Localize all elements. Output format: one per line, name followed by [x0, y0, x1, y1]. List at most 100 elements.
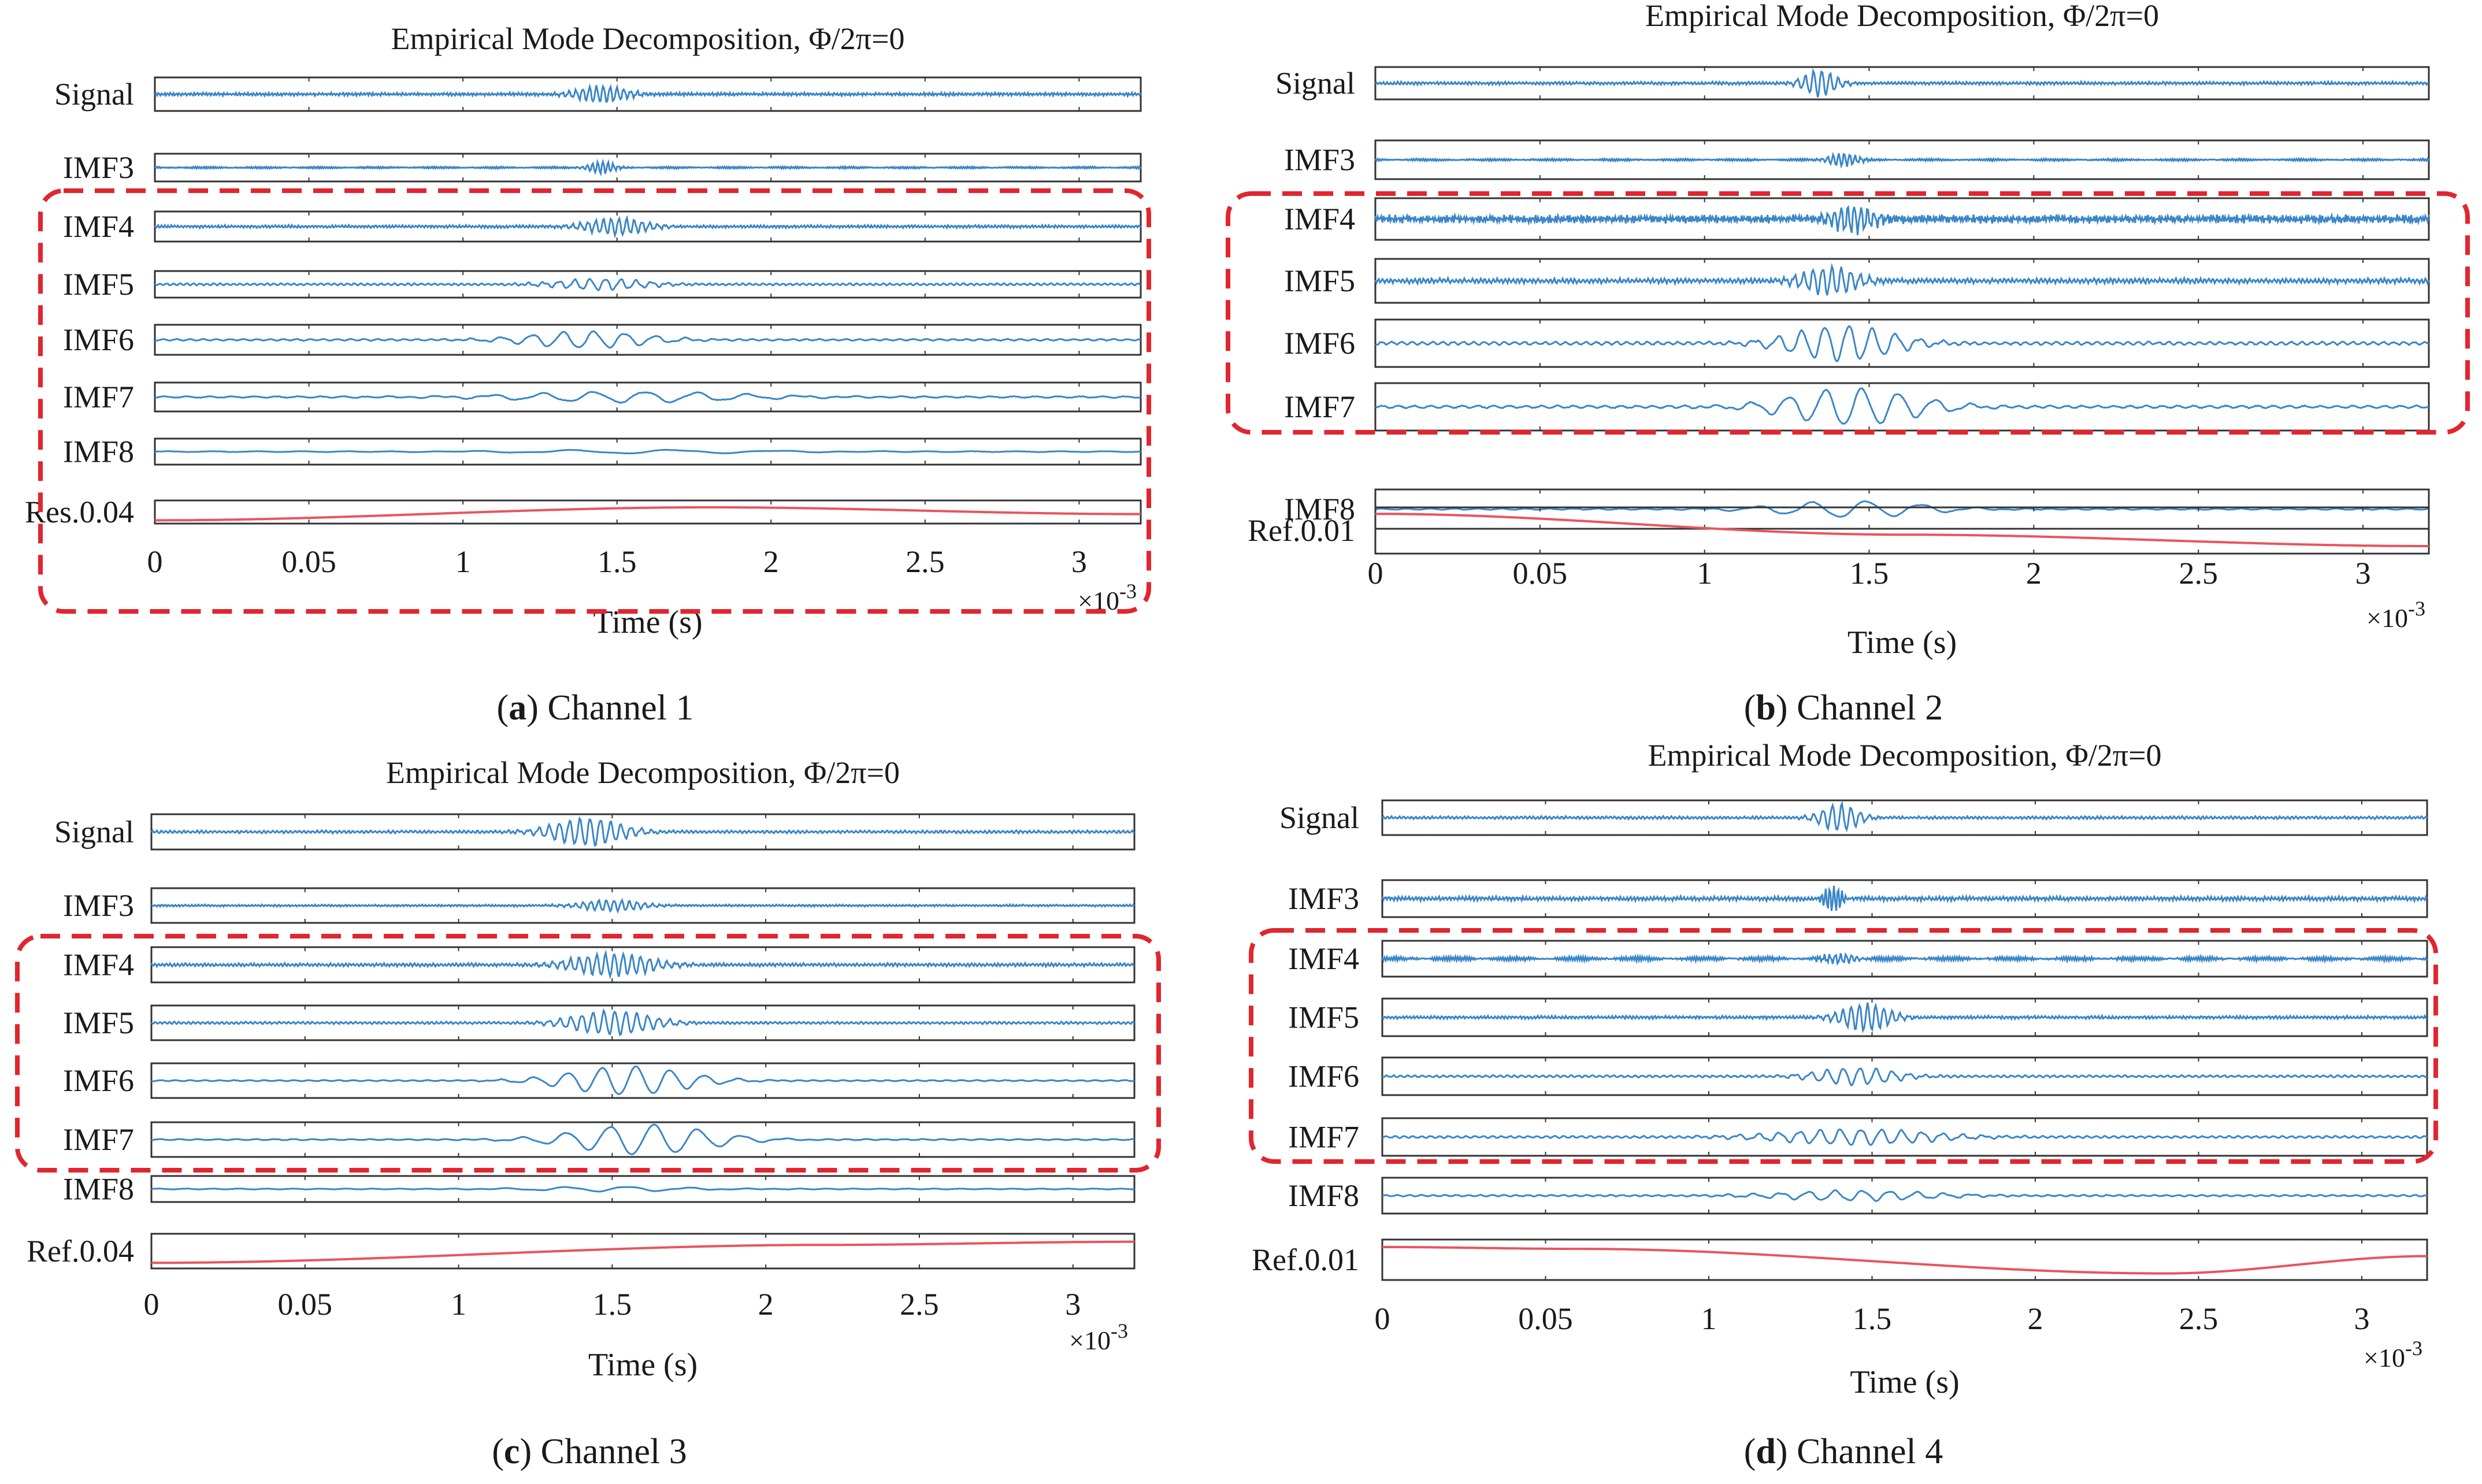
x-tick-label: 3 [2355, 556, 2371, 591]
series-signal: Signal [1275, 66, 2430, 101]
series-label: IMF3 [1288, 881, 1359, 916]
x-exponent-power: -3 [2405, 1337, 2422, 1360]
caption-paren: ) [520, 1432, 540, 1471]
x-tick-label: 2.5 [2179, 556, 2218, 591]
series-imf4: IMF4 [1284, 197, 2430, 241]
chart-title: Empirical Mode Decomposition, Φ/2π=0 [1648, 738, 2161, 773]
series-imf5: IMF5 [1288, 997, 2428, 1037]
series-imf3: IMF3 [63, 150, 1142, 185]
series-imf4: IMF4 [63, 209, 1142, 244]
x-tick-label: 2.5 [900, 1287, 939, 1322]
series-label: IMF6 [63, 322, 134, 357]
series-label: Ref.0.04 [27, 1234, 134, 1268]
series-line-imf8 [1382, 1189, 2428, 1202]
series-label: IMF3 [63, 888, 134, 923]
series-imf6: IMF6 [63, 1062, 1136, 1099]
series-line-imf4 [154, 215, 1142, 239]
x-tick-label: 0 [147, 544, 163, 579]
series-line-imf8 [151, 1186, 1135, 1193]
series-imf3: IMF3 [1284, 139, 2430, 180]
series-line-imf5 [150, 1008, 1135, 1037]
series-imf7: IMF7 [1284, 382, 2430, 432]
series-line-imf7 [1375, 387, 2429, 425]
series-line-imf3 [1381, 885, 2428, 911]
x-tick-label: 1 [451, 1287, 466, 1322]
caption-paren: ) [1776, 688, 1797, 728]
series-imf4: IMF4 [63, 946, 1136, 984]
x-exponent-label: ×10-3 [2364, 1337, 2422, 1372]
series-label: IMF6 [1284, 326, 1355, 361]
caption-paren: ( [497, 688, 509, 728]
series-line-signal [1374, 68, 2429, 98]
series-line-signal [150, 816, 1136, 847]
x-tick-label: 0.05 [1518, 1301, 1573, 1336]
highlight-dashed-box [1249, 928, 2438, 1164]
series-imf5: IMF5 [63, 1004, 1136, 1041]
subplot-frame [1374, 506, 2430, 555]
panel-caption: (b) Channel 2 [1744, 688, 1943, 728]
series-line-imf5 [1374, 262, 2430, 296]
highlight-dashed-box [15, 934, 1161, 1173]
series-imf3: IMF3 [63, 887, 1136, 924]
series-label: Signal [1279, 800, 1359, 835]
series-label: Signal [54, 77, 134, 112]
series-label: IMF5 [1284, 264, 1355, 298]
series-label: IMF5 [1288, 1000, 1359, 1035]
series-imf5: IMF5 [1284, 258, 2430, 304]
series-imf6: IMF6 [1284, 318, 2430, 368]
series-line-imf3 [1374, 151, 2430, 169]
x-tick-label: 3 [1071, 544, 1087, 579]
x-tick-label: 1 [1697, 556, 1712, 591]
x-tick-label: 1 [455, 544, 471, 579]
series-label: Signal [1275, 66, 1355, 101]
series-label: IMF8 [1284, 492, 1355, 526]
subplot-frame [150, 1233, 1136, 1270]
x-exponent-label: ×10-3 [1069, 1319, 1128, 1355]
subplot-frame [1381, 1238, 2428, 1281]
series-line-imf5 [1381, 1002, 2428, 1034]
x-tick-label: 2.5 [2179, 1301, 2218, 1336]
x-tick-label: 2 [2028, 1301, 2043, 1336]
series-line-signal [1381, 800, 2428, 832]
series-line-imf5 [154, 277, 1141, 292]
series-signal: Signal [54, 813, 1136, 851]
series-label: IMF8 [63, 435, 134, 469]
series-ref-0-04: Ref.0.04 [27, 1233, 1136, 1270]
caption-letter: b [1756, 688, 1775, 728]
series-line-ref-0-01 [1375, 513, 2429, 547]
x-exponent-base: ×10 [2366, 603, 2408, 633]
series-label: IMF4 [63, 948, 134, 982]
x-axis-label: Time (s) [1850, 1364, 1959, 1400]
series-label: IMF3 [63, 150, 134, 185]
x-tick-label: 1.5 [598, 544, 637, 579]
x-tick-label: 1 [1701, 1301, 1717, 1336]
series-line-signal [154, 83, 1142, 103]
caption-letter: d [1756, 1432, 1775, 1471]
series-label: IMF6 [63, 1063, 134, 1098]
series-imf7: IMF7 [63, 380, 1142, 414]
caption-text: Channel 3 [541, 1432, 687, 1471]
series-line-ref-0-01 [1382, 1245, 2427, 1275]
series-line-imf7 [155, 391, 1141, 404]
series-label: IMF8 [1288, 1178, 1359, 1213]
x-axis-label: Time (s) [588, 1347, 698, 1383]
series-line-imf7 [1382, 1128, 2428, 1146]
x-exponent-label: ×10-3 [2366, 597, 2425, 633]
series-line-imf8 [1375, 500, 2429, 518]
series-signal: Signal [54, 76, 1142, 112]
series-imf6: IMF6 [1288, 1056, 2428, 1096]
caption-text: Channel 4 [1797, 1432, 1943, 1471]
series-label: IMF8 [63, 1172, 134, 1207]
panel-c: Empirical Mode Decomposition, Φ/2π=0 Sign… [15, 755, 1161, 1471]
x-tick-label: 0 [1368, 556, 1383, 591]
series-imf8: IMF8 [63, 1172, 1136, 1207]
series-line-imf4 [150, 949, 1135, 980]
series-label: Signal [54, 815, 134, 849]
series-line-imf3 [151, 897, 1136, 914]
x-tick-label: 1.5 [593, 1287, 632, 1322]
x-tick-label: 1.5 [1853, 1301, 1892, 1336]
series-imf5: IMF5 [63, 267, 1142, 302]
series-label: IMF5 [63, 1006, 134, 1040]
series-imf4: IMF4 [1288, 940, 2428, 978]
